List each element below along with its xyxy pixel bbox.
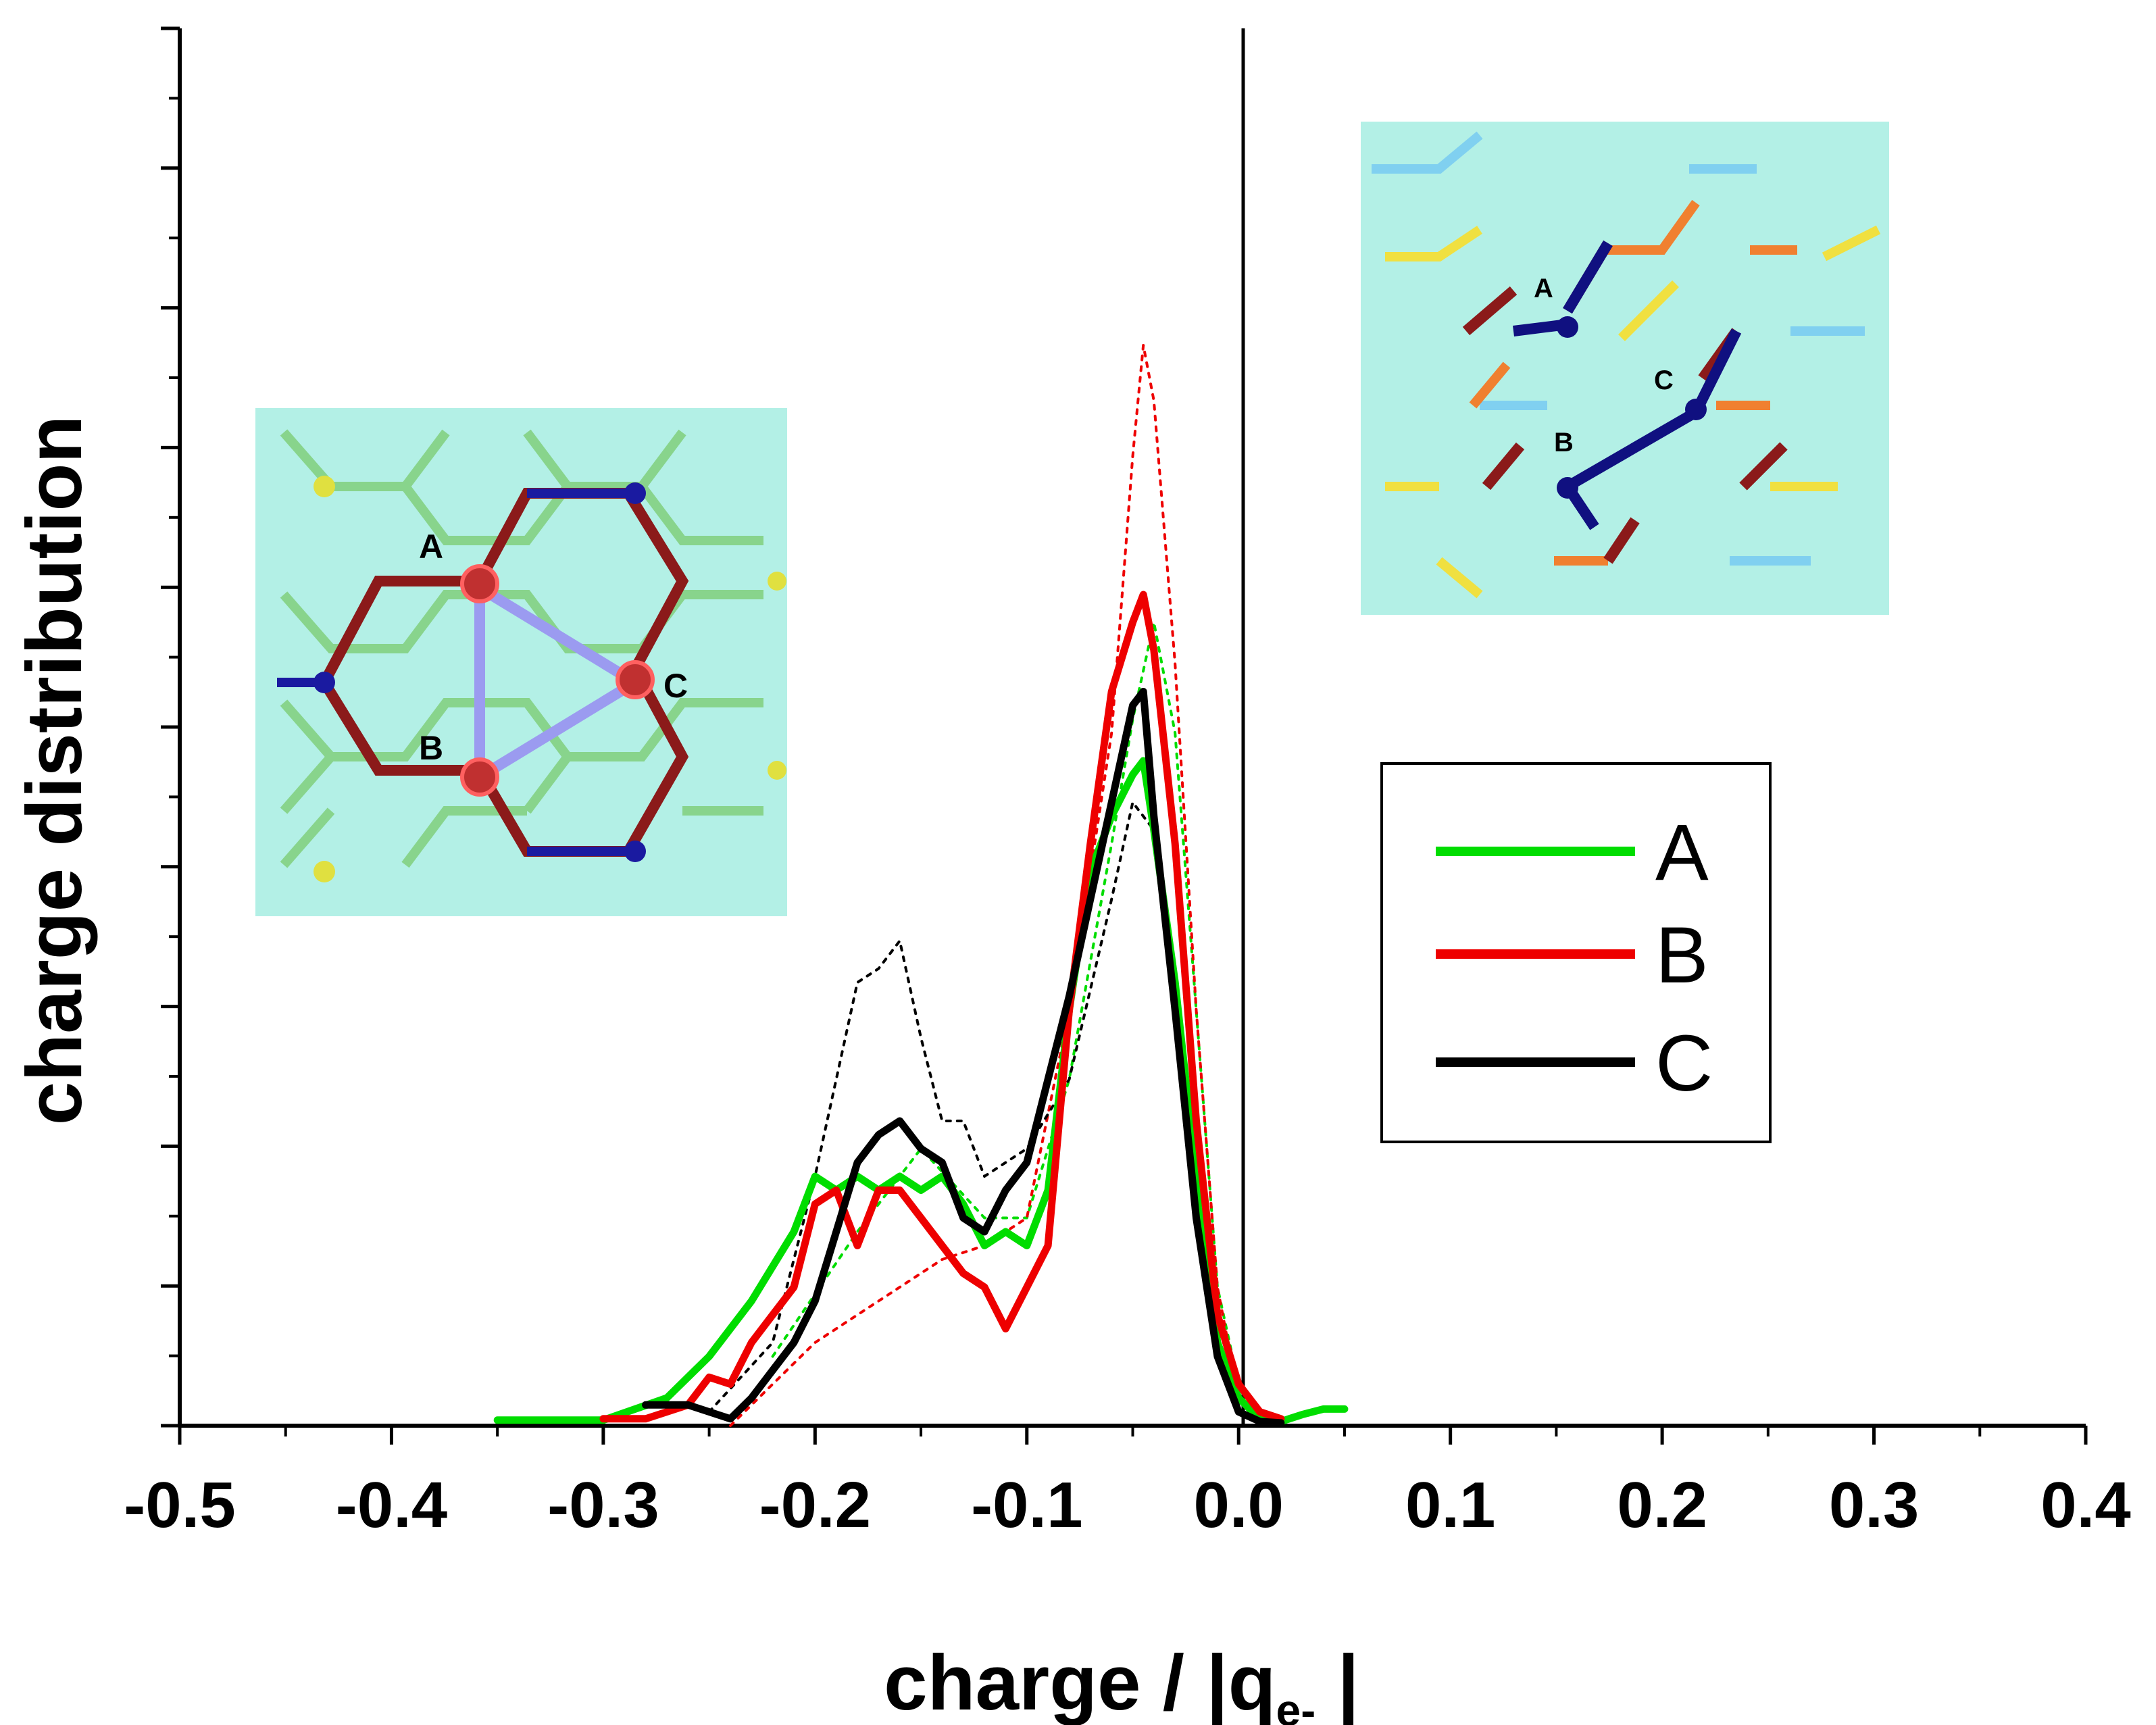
legend-label-a: A [1655, 808, 1709, 897]
left-inset-triangle [474, 578, 646, 787]
series-layer [493, 344, 1349, 1427]
series-line-a-dotted [771, 621, 1240, 1386]
legend-label-c: C [1655, 1019, 1713, 1108]
x-axis-tick-labels: -0.5 -0.4 -0.3 -0.2 -0.1 0.0 0.1 0.2 0.3 0.4 [124, 1469, 2130, 1541]
x-tick-label: 0.0 [1193, 1469, 1283, 1541]
left-inset-yellow-atoms [314, 476, 786, 882]
series-line-b [599, 591, 1285, 1423]
y-axis-title: charge distribution [10, 416, 98, 1126]
x-axis-ticks [178, 1426, 2088, 1445]
right-inset-label-b: B [1554, 428, 1574, 457]
right-inset-yellow-bonds [1385, 225, 1881, 599]
series-line-b-dotted [729, 344, 1240, 1427]
legend: A B C [1380, 762, 1772, 1143]
right-inset-dark-path [1513, 240, 1742, 530]
left-inset-highlight-atoms [460, 564, 655, 797]
y-axis-ticks [161, 26, 180, 1428]
x-axis-title: charge / |qe- | [884, 1639, 1359, 1725]
left-inset-label-a: A [419, 528, 443, 566]
left-inset-label-b: B [419, 729, 443, 767]
right-inset: A B C [1361, 122, 1889, 615]
left-inset-lattice [280, 429, 763, 868]
x-tick-label: 0.4 [2040, 1469, 2130, 1541]
series-line-c [642, 688, 1285, 1427]
x-tick-label: -0.2 [759, 1469, 871, 1541]
right-inset-label-a: A [1534, 274, 1553, 303]
right-inset-cyan-bonds [1372, 131, 1865, 566]
x-tick-label: -0.3 [547, 1469, 659, 1541]
left-inset-blue-atoms [314, 482, 646, 862]
x-tick-label: 0.1 [1405, 1469, 1495, 1541]
x-tick-label: 0.3 [1829, 1469, 1919, 1541]
x-tick-label: 0.2 [1617, 1469, 1707, 1541]
right-inset-dark-atoms [1557, 316, 1707, 499]
x-tick-label: -0.4 [336, 1469, 447, 1541]
right-inset-label-c: C [1654, 366, 1674, 395]
x-axis-title-subscript: e- [1276, 1685, 1316, 1725]
x-axis-title-main: charge / |q [884, 1639, 1276, 1725]
right-inset-orange-bonds [1469, 199, 1797, 566]
x-tick-label: -0.5 [124, 1469, 235, 1541]
legend-label-b: B [1655, 911, 1709, 1000]
x-axis-title-end: | [1315, 1639, 1359, 1725]
series-line-a [493, 757, 1349, 1426]
left-inset-label-c: C [663, 667, 688, 705]
x-tick-label: -0.1 [971, 1469, 1082, 1541]
left-inset: A B C [255, 408, 787, 916]
